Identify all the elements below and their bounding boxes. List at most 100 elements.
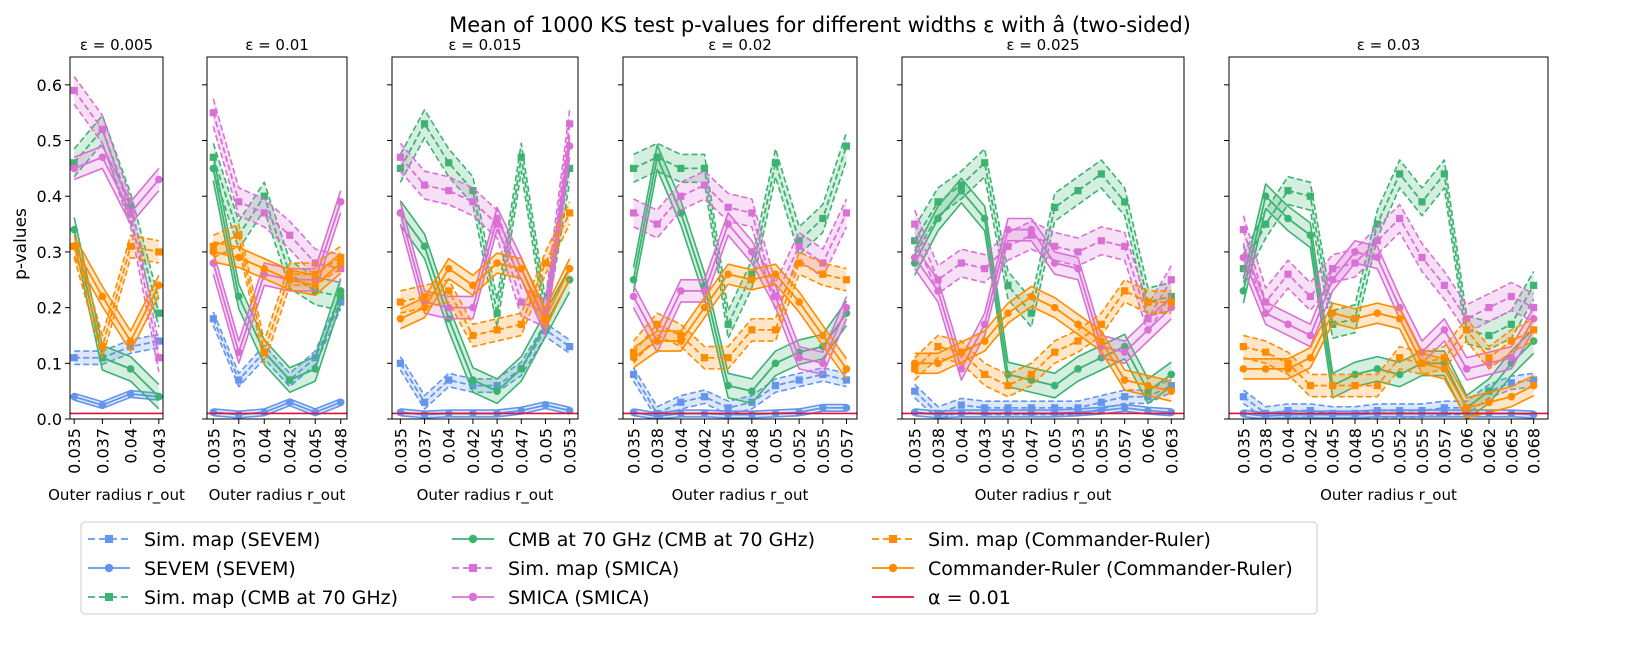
confidence-band <box>400 134 570 336</box>
data-point <box>98 343 106 351</box>
data-point <box>1306 381 1314 390</box>
data-point <box>1027 231 1035 239</box>
band-upper-edge <box>914 285 1172 382</box>
data-point <box>1530 376 1538 384</box>
data-point <box>629 292 638 301</box>
data-point <box>1440 281 1448 289</box>
panel-title: ε = 0.005 <box>80 36 153 54</box>
data-point <box>517 365 526 373</box>
data-point <box>1051 242 1059 250</box>
data-point <box>677 209 685 217</box>
x-tick-label: 0.04 <box>1279 428 1298 464</box>
data-point <box>724 381 732 390</box>
data-point <box>155 281 163 290</box>
band-lower-edge <box>914 175 1172 328</box>
data-point <box>155 175 163 184</box>
data-point <box>493 381 501 390</box>
x-tick-label: 0.05 <box>766 428 785 464</box>
data-point <box>1120 376 1129 384</box>
x-tick-label: 0.04 <box>952 428 971 464</box>
data-point <box>700 354 709 362</box>
legend-entry: α = 0.01 <box>872 587 1011 609</box>
data-point <box>842 276 851 284</box>
x-tick-label: 0.045 <box>719 428 738 474</box>
data-point <box>1074 264 1082 273</box>
data-point <box>1440 365 1449 373</box>
x-tick-label: 0.05 <box>536 428 555 464</box>
band-upper-edge <box>213 398 341 413</box>
data-point <box>445 187 453 195</box>
series-7 <box>911 278 1175 398</box>
band-upper-edge <box>73 235 160 332</box>
x-tick-label: 0.04 <box>255 428 274 464</box>
data-point <box>311 270 319 278</box>
data-point <box>70 86 78 95</box>
band-lower-edge <box>400 407 570 419</box>
data-point <box>1121 198 1129 206</box>
series-line <box>913 161 1172 315</box>
legend-marker <box>105 593 113 601</box>
data-point <box>260 192 268 200</box>
legend-label: Sim. map (CMB at 70 GHz) <box>144 587 398 609</box>
data-point <box>957 348 966 356</box>
data-point <box>1328 410 1337 419</box>
series-line <box>213 251 342 287</box>
data-point <box>629 353 638 362</box>
data-point <box>957 365 966 373</box>
data-point <box>337 298 345 306</box>
data-point <box>1485 359 1493 368</box>
data-point <box>934 287 942 295</box>
data-point <box>396 209 405 217</box>
data-point <box>819 359 827 368</box>
chart-panels: ε = 0.005 0.0 0.1 0.2 0.3 0.4 0.5 0.6 0.035 0.037… <box>37 36 1549 505</box>
data-point <box>98 125 106 133</box>
data-point <box>1167 387 1176 395</box>
data-point <box>1121 393 1129 401</box>
data-point <box>1440 404 1448 412</box>
axes-frame <box>622 56 858 420</box>
x-tick-label: 0.035 <box>1234 428 1253 474</box>
data-point <box>444 264 453 273</box>
series-line <box>633 184 848 298</box>
legend-label: SMICA (SMICA) <box>508 587 650 609</box>
legend-entry: Sim. map (SEVEM) <box>88 529 320 551</box>
data-point <box>842 142 851 150</box>
data-point <box>1261 309 1270 317</box>
data-point <box>1463 326 1471 334</box>
confidence-band <box>213 398 341 418</box>
panel-4: ε = 0.020.035 0.038 0.04 0.042 0.045 0.048 0.0… <box>618 36 858 505</box>
legend-box <box>80 521 1318 615</box>
band-lower-edge <box>73 255 160 352</box>
data-point <box>934 343 942 351</box>
x-tick-label: 0.06 <box>1458 428 1477 464</box>
data-point <box>1074 337 1082 345</box>
x-tick-label: 0.05 <box>1368 428 1387 464</box>
data-point <box>98 401 107 409</box>
data-point <box>934 214 942 223</box>
data-point <box>1097 237 1105 245</box>
series-line <box>399 122 571 315</box>
data-point <box>1306 192 1314 200</box>
data-point <box>469 187 477 195</box>
confidence-band <box>633 171 847 311</box>
band-upper-edge <box>212 223 342 342</box>
legend-marker <box>104 563 114 573</box>
data-point <box>677 192 685 200</box>
data-point <box>1418 253 1426 262</box>
band-lower-edge <box>212 245 342 365</box>
data-point <box>1120 342 1129 351</box>
data-point <box>209 242 217 250</box>
x-axis-label: Outer radius r_out <box>209 486 346 505</box>
y-tick-label: 0.0 <box>37 410 62 429</box>
data-point <box>795 259 803 267</box>
data-point <box>1050 303 1059 312</box>
panel-3: ε = 0.015 0.035 0.037 0.04 0.042 0.045 0.047 0.… <box>387 36 580 505</box>
data-point <box>677 337 685 345</box>
band-upper-edge <box>73 114 160 300</box>
data-point <box>1373 253 1382 262</box>
panel-title: ε = 0.02 <box>708 36 772 54</box>
plot-area <box>902 148 1184 419</box>
data-point <box>209 164 218 173</box>
data-point <box>286 270 294 278</box>
y-tick-label: 0.1 <box>37 354 62 373</box>
